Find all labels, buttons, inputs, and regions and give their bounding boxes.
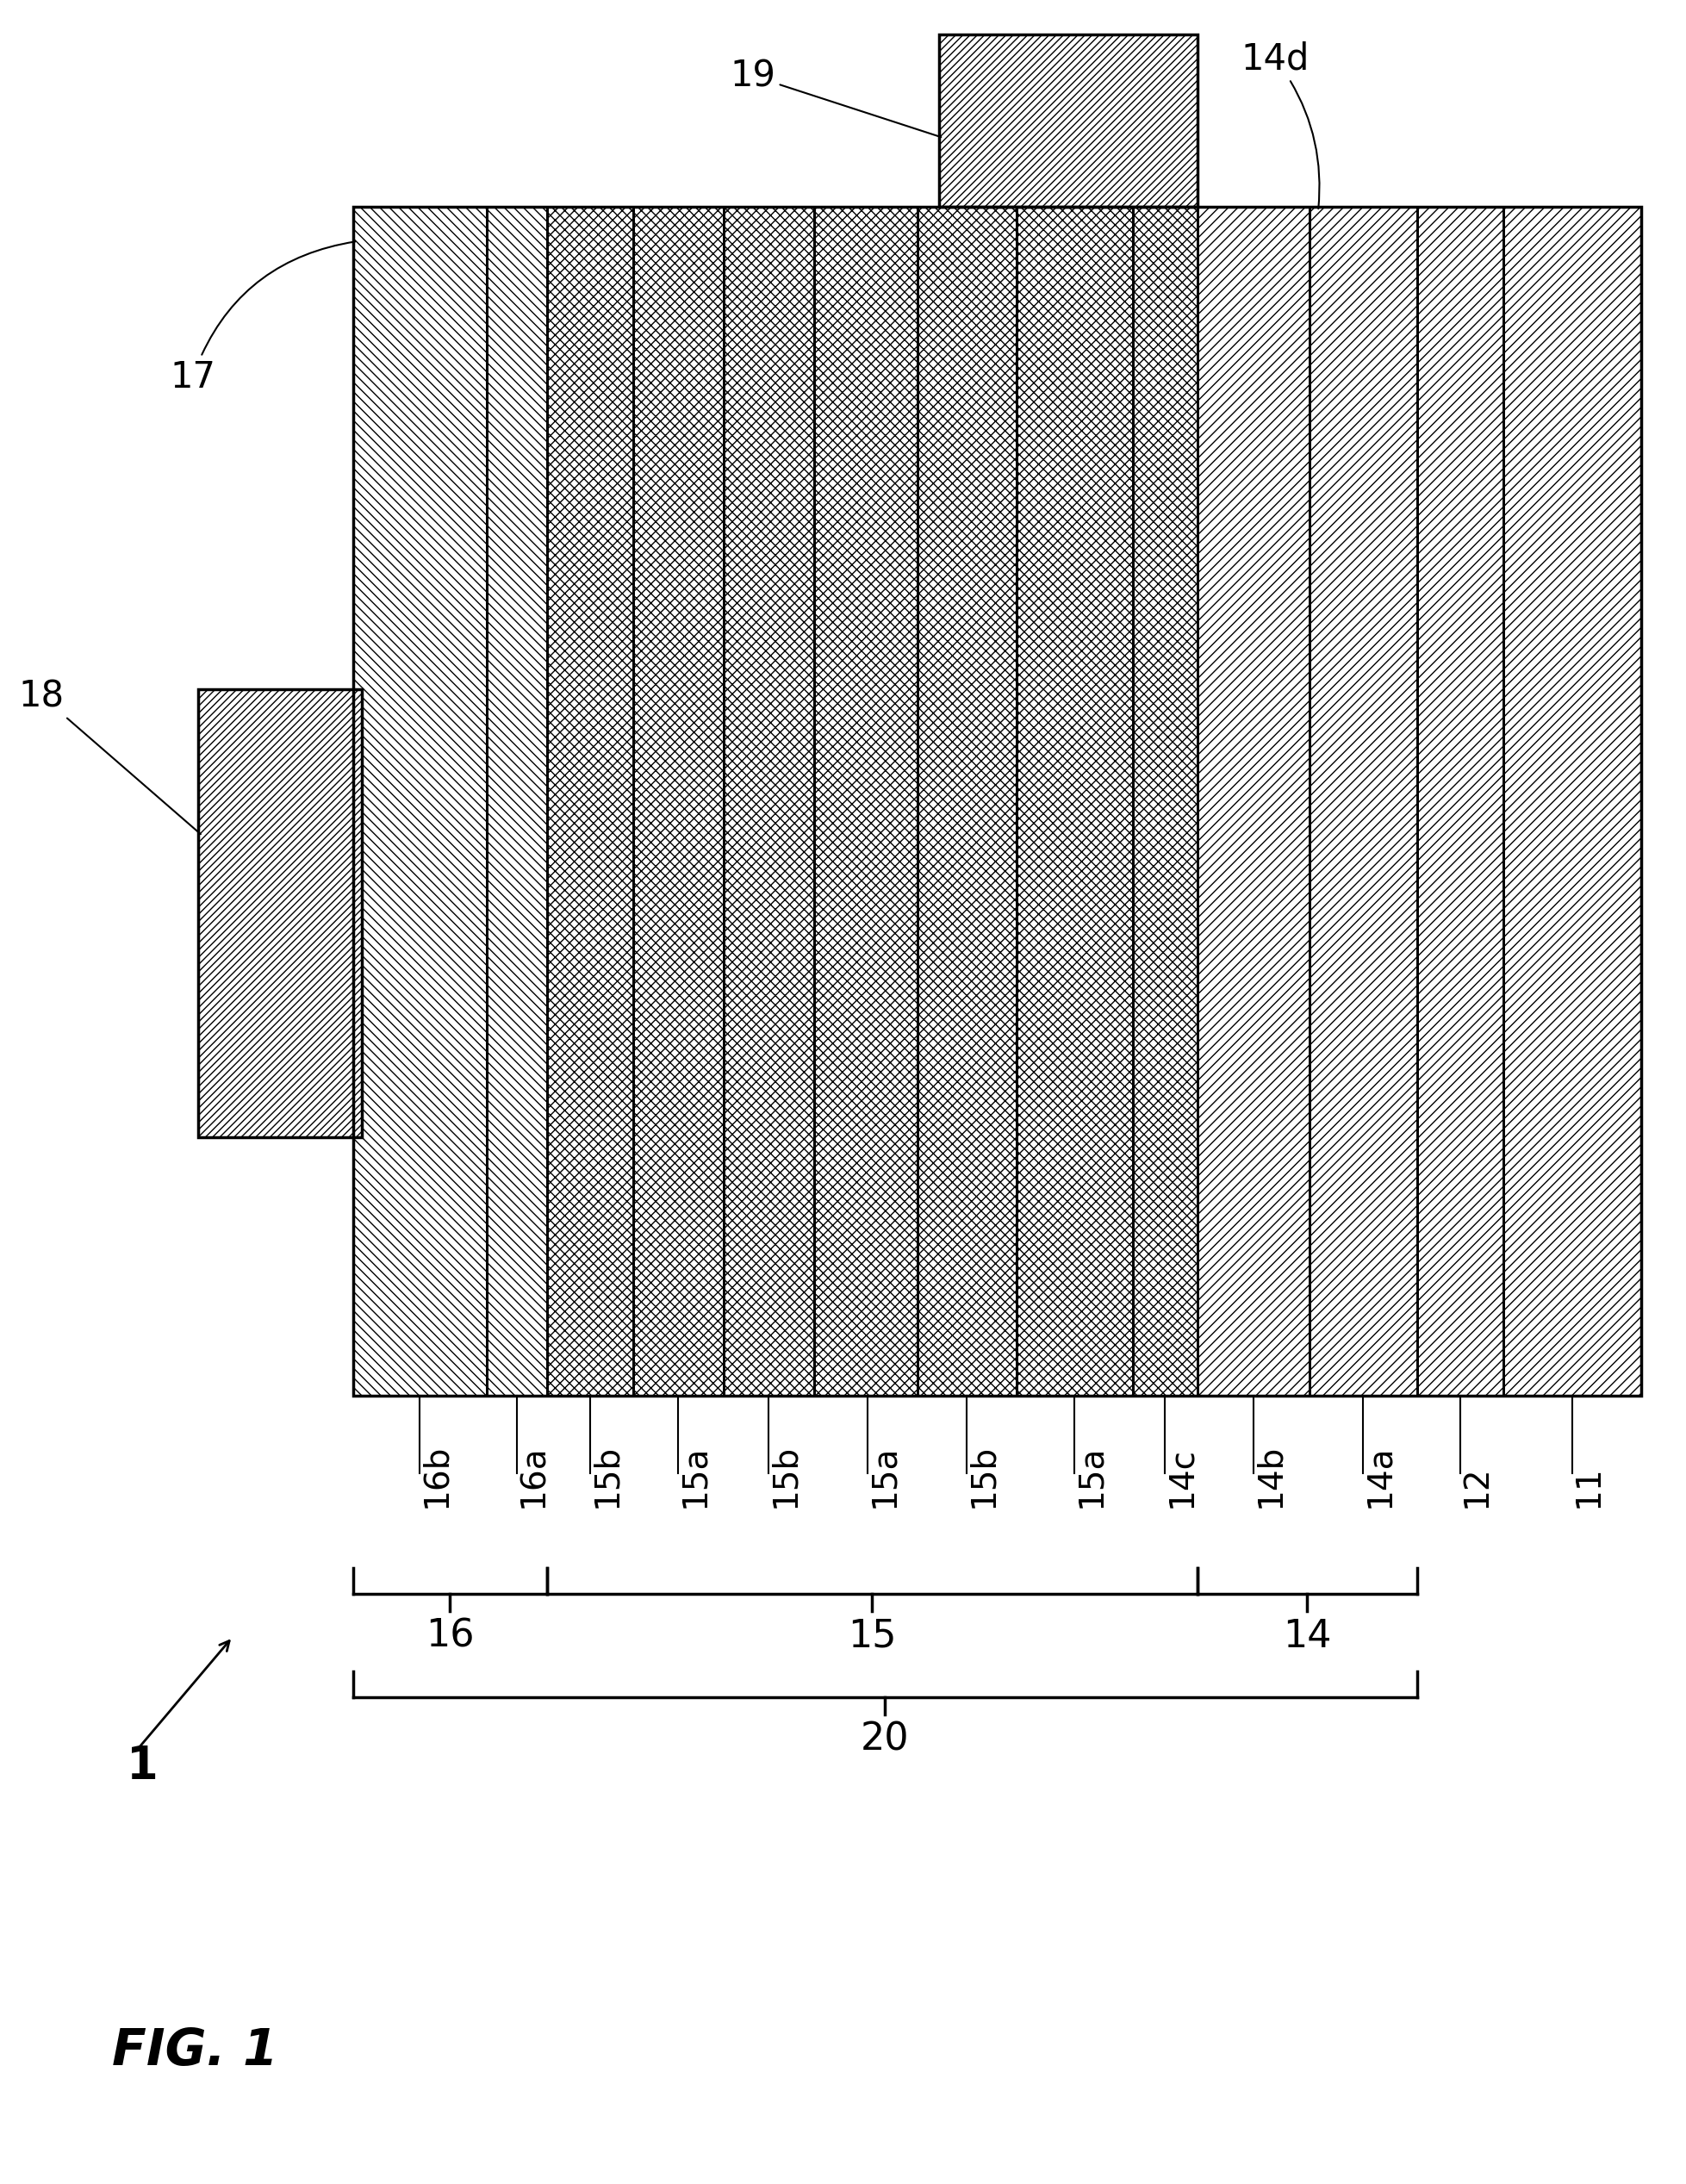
Text: FIG. 1: FIG. 1 (111, 2027, 278, 2075)
Text: 16: 16 (425, 1618, 474, 1655)
Text: 1: 1 (126, 1743, 158, 1789)
Text: 11: 11 (1571, 1465, 1603, 1507)
Text: 15b: 15b (966, 1444, 998, 1507)
Bar (939, 35, 1197, 207)
Bar (1416, 207, 1502, 1396)
Text: 14b: 14b (1253, 1444, 1286, 1507)
Text: 16b: 16b (420, 1444, 452, 1507)
Text: 15b: 15b (769, 1444, 801, 1507)
Bar (1502, 207, 1640, 1396)
Text: 16a: 16a (516, 1444, 550, 1507)
Text: 15a: 15a (867, 1444, 900, 1507)
Bar (487, 207, 546, 1396)
Bar (1308, 207, 1416, 1396)
Bar (197, 690, 362, 1138)
Text: 12: 12 (1460, 1465, 1492, 1507)
Bar (917, 207, 1017, 1396)
Text: 14: 14 (1283, 1618, 1330, 1655)
Bar (352, 207, 1640, 1396)
Bar (814, 207, 917, 1396)
Text: 17: 17 (170, 242, 356, 395)
Bar (1197, 207, 1308, 1396)
Bar (1133, 207, 1197, 1396)
Bar (632, 207, 723, 1396)
Text: 15a: 15a (678, 1444, 710, 1507)
Bar (352, 207, 487, 1396)
Text: 14a: 14a (1362, 1444, 1394, 1507)
Text: 15: 15 (848, 1618, 897, 1655)
Bar (939, 35, 1197, 207)
Bar (546, 207, 632, 1396)
Bar (197, 690, 362, 1138)
Bar (723, 207, 814, 1396)
Text: 14d: 14d (1241, 41, 1318, 210)
Text: 20: 20 (860, 1721, 909, 1758)
Text: 15a: 15a (1074, 1444, 1106, 1507)
Text: 19: 19 (730, 57, 941, 138)
Text: 18: 18 (19, 677, 201, 834)
Bar (1017, 207, 1133, 1396)
Text: 14c: 14c (1165, 1446, 1197, 1507)
Text: 15b: 15b (590, 1444, 622, 1507)
